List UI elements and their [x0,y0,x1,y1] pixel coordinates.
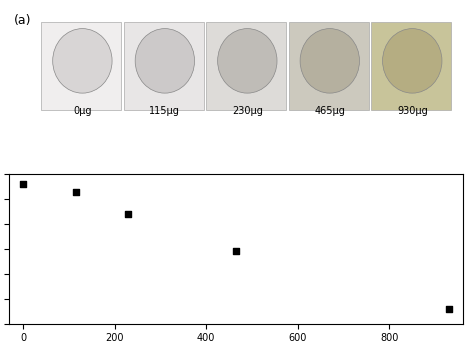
Text: 230μg: 230μg [232,106,263,116]
FancyBboxPatch shape [124,22,204,110]
FancyBboxPatch shape [288,22,369,110]
Ellipse shape [218,29,277,93]
FancyBboxPatch shape [206,22,287,110]
Ellipse shape [383,29,442,93]
Point [125,211,132,217]
Text: (a): (a) [14,14,32,27]
Point [19,182,27,187]
Text: 115μg: 115μg [150,106,180,116]
Point [232,249,240,254]
Point [72,189,80,195]
FancyBboxPatch shape [371,22,451,110]
Text: 930μg: 930μg [397,106,428,116]
Text: 0μg: 0μg [73,106,92,116]
Ellipse shape [300,29,360,93]
Text: 465μg: 465μg [314,106,345,116]
Ellipse shape [53,29,112,93]
Ellipse shape [135,29,194,93]
FancyBboxPatch shape [41,22,121,110]
Point [445,306,453,311]
